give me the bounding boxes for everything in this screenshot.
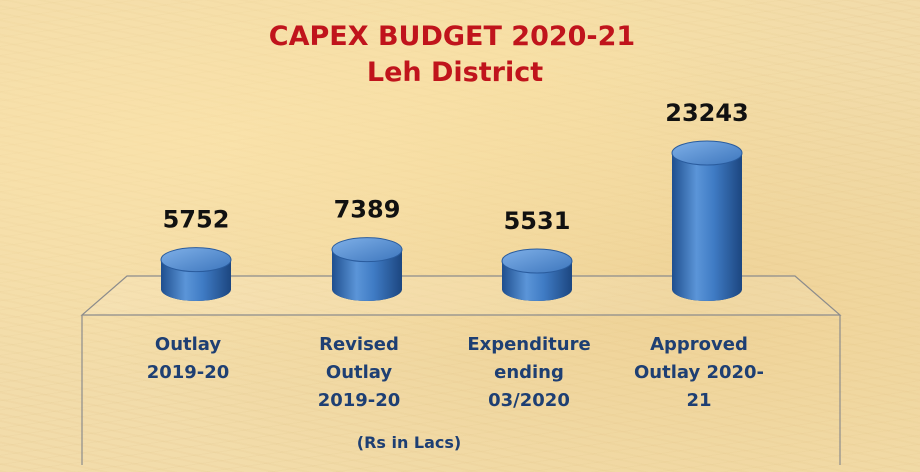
plot-frame <box>80 275 842 465</box>
category-label-line: 2019-20 <box>147 362 230 383</box>
value-label-1: 5752 <box>163 206 230 234</box>
bar-body <box>672 153 742 289</box>
bar-bottom-curve <box>332 289 402 301</box>
category-label-line: ending <box>494 362 564 383</box>
category-label-line: 2019-20 <box>318 390 401 411</box>
chart-subtitle: Leh District <box>367 57 543 88</box>
category-label-line: Outlay <box>326 362 392 383</box>
value-labels: 5752 7389 5531 23243 <box>163 99 749 235</box>
bar-series <box>160 140 743 301</box>
bar-1 <box>160 247 232 301</box>
value-label-4: 23243 <box>665 99 749 127</box>
bar-bottom-curve <box>502 289 572 301</box>
bar-3 <box>501 248 573 301</box>
bar-top-cap <box>160 247 232 273</box>
category-label-line: Outlay <box>155 334 221 355</box>
bar-bottom-curve <box>672 289 742 301</box>
category-label-1: Outlay 2019-20 <box>147 334 230 383</box>
category-label-2: Revised Outlay 2019-20 <box>318 334 401 411</box>
category-label-line: Expenditure <box>467 334 590 355</box>
bar-top-cap <box>501 248 573 274</box>
category-label-line: 21 <box>686 390 711 411</box>
x-axis-label: (Rs in Lacs) <box>357 433 461 452</box>
bar-bottom-curve <box>161 289 231 301</box>
category-label-line: Revised <box>319 334 399 355</box>
category-label-line: Outlay 2020- <box>634 362 764 383</box>
category-label-3: Expenditure ending 03/2020 <box>467 334 590 411</box>
bar-top-cap <box>671 140 743 166</box>
value-label-3: 5531 <box>504 207 571 235</box>
chart-title: CAPEX BUDGET 2020-21 <box>269 21 635 52</box>
category-label-line: 03/2020 <box>488 390 570 411</box>
category-labels: Outlay 2019-20 Revised Outlay 2019-20 Expendi… <box>147 334 764 411</box>
bar-4 <box>671 140 743 301</box>
floor-plane <box>80 275 842 316</box>
bar-top-cap <box>331 237 403 263</box>
bar-2 <box>331 237 403 301</box>
category-label-line: Approved <box>650 334 748 355</box>
category-label-4: Approved Outlay 2020- 21 <box>634 334 764 411</box>
value-label-2: 7389 <box>334 196 401 224</box>
